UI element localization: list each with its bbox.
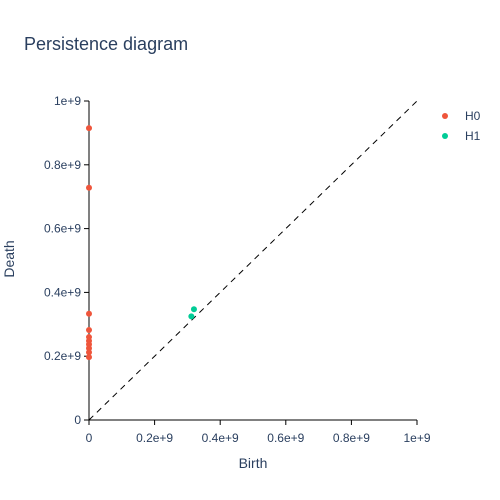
- series-h1: [188, 306, 197, 320]
- y-tick-label-4: 0.8e+9: [44, 158, 81, 172]
- y-tick-label-3: 0.6e+9: [44, 222, 81, 236]
- point-h0-9: [86, 354, 92, 361]
- plot-area: 0 0.2e+9 0.4e+9 0.6e+9 0.8e+9 1e+9 0 0.2e+9 0.4e…: [44, 94, 431, 445]
- legend-label-h0: H0: [465, 109, 481, 123]
- point-h0-8: [86, 349, 92, 356]
- point-h0-1: [86, 184, 92, 191]
- point-h0-0: [86, 125, 92, 132]
- x-tick-label-3: 0.6e+9: [267, 431, 304, 445]
- x-tick-label-0: 0: [86, 431, 93, 445]
- point-h1-0: [190, 306, 197, 313]
- y-tick-label-2: 0.4e+9: [44, 285, 81, 299]
- point-h0-3: [86, 327, 92, 334]
- y-axis-title: Death: [1, 240, 17, 277]
- point-h1-1: [188, 313, 195, 320]
- legend-marker-h1: [442, 133, 448, 139]
- x-tick-label-5: 1e+9: [403, 431, 430, 445]
- y-tick-label-0: 0: [74, 413, 81, 427]
- point-h0-7: [86, 345, 92, 352]
- x-axis-title: Birth: [239, 455, 268, 471]
- x-tick-label-1: 0.2e+9: [136, 431, 173, 445]
- y-tick-label-5: 1e+9: [54, 94, 81, 108]
- legend-label-h1: H1: [465, 129, 481, 143]
- x-tick-label-2: 0.4e+9: [202, 431, 239, 445]
- diagonal-reference-line: [88, 100, 418, 421]
- chart-title: Persistence diagram: [24, 34, 188, 54]
- y-tick-label-1: 0.2e+9: [44, 349, 81, 363]
- legend-marker-h0: [442, 113, 448, 119]
- series-h0: [86, 125, 92, 361]
- x-tick-label-4: 0.8e+9: [333, 431, 370, 445]
- point-h0-2: [86, 310, 92, 317]
